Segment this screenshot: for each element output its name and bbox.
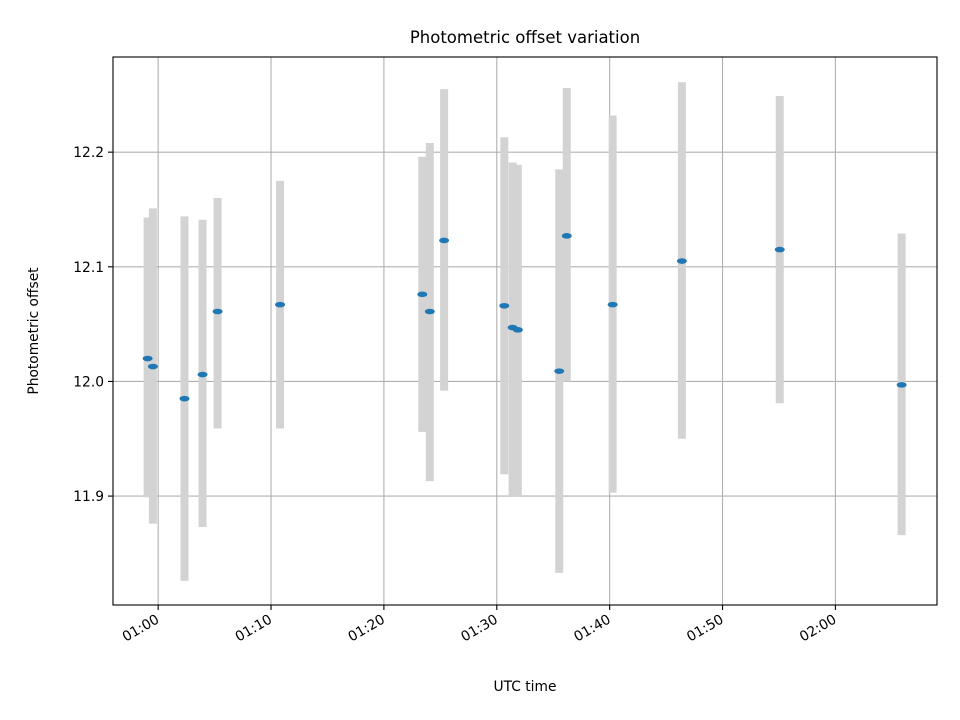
plot-frame xyxy=(112,56,938,606)
x-axis-label: UTC time xyxy=(494,679,557,695)
data-point xyxy=(179,395,190,402)
data-point xyxy=(147,363,158,370)
data-point xyxy=(424,308,435,315)
data-point xyxy=(607,301,618,308)
data-point xyxy=(212,308,223,315)
y-tick-label: 11.9 xyxy=(73,489,104,505)
y-tick-label: 12.1 xyxy=(73,260,104,276)
data-point xyxy=(275,301,286,308)
y-axis-label: Photometric offset xyxy=(26,267,42,395)
y-axis-ticks: 11.9 12.0 12.1 12.2 xyxy=(73,145,113,505)
data-point xyxy=(142,355,153,362)
data-point xyxy=(774,246,785,253)
data-point xyxy=(896,382,907,388)
data-point xyxy=(676,258,687,264)
y-tick-label: 12.2 xyxy=(73,145,104,161)
data-point xyxy=(197,371,208,378)
data-points xyxy=(142,233,907,402)
data-point xyxy=(417,291,428,298)
data-point xyxy=(554,368,565,374)
y-tick-label: 12.0 xyxy=(73,374,104,390)
chart-title: Photometric offset variation xyxy=(410,28,640,47)
data-point xyxy=(512,327,523,333)
data-point xyxy=(439,237,450,244)
data-point xyxy=(499,302,510,309)
data-point xyxy=(561,233,572,239)
